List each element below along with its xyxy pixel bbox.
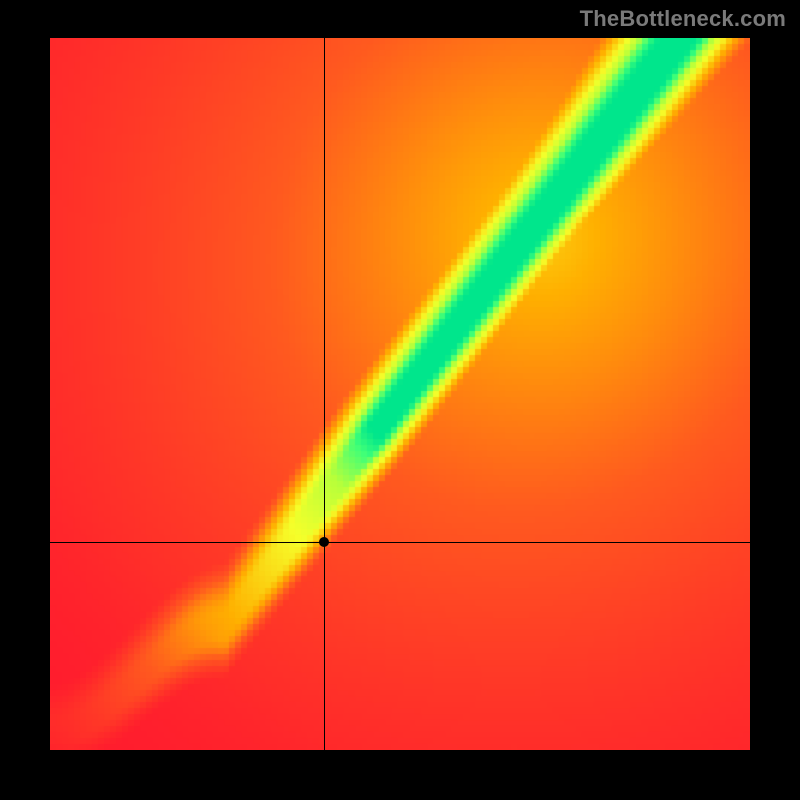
attribution-watermark: TheBottleneck.com xyxy=(580,6,786,32)
crosshair-vertical xyxy=(324,38,325,750)
heatmap-plot xyxy=(50,38,750,750)
heatmap-canvas xyxy=(50,38,750,750)
crosshair-dot xyxy=(319,537,329,547)
chart-frame: TheBottleneck.com xyxy=(0,0,800,800)
crosshair-horizontal xyxy=(50,542,750,543)
